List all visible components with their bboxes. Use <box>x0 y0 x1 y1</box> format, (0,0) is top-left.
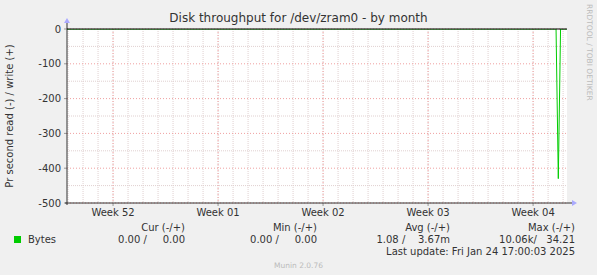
minor-grid <box>383 29 384 203</box>
minor-grid <box>67 116 567 117</box>
minor-grid <box>158 29 159 203</box>
series-line <box>67 29 567 179</box>
tick-label: Week 01 <box>196 207 239 218</box>
minor-grid <box>518 29 519 203</box>
stats-header: Min (-/+) <box>273 222 317 233</box>
minor-grid <box>173 29 174 203</box>
tick-label: Week 02 <box>301 207 344 218</box>
minor-grid <box>203 29 204 203</box>
title: Disk throughput for /dev/zram0 - by mont… <box>169 11 427 25</box>
minor-grid <box>368 29 369 203</box>
minor-grid <box>67 46 567 47</box>
grid-line <box>67 29 567 30</box>
zero-line <box>67 29 567 30</box>
tick-label: Week 04 <box>511 207 554 218</box>
tick-label: Week 03 <box>406 207 449 218</box>
minor-grid <box>428 29 429 203</box>
y-axis <box>67 21 68 205</box>
minor-grid <box>548 29 549 203</box>
watermark: RRDTOOL / TOBI OETIKER <box>585 4 594 101</box>
minor-grid <box>143 29 144 203</box>
stats-value: 0.00 / 0.00 <box>118 234 185 245</box>
minor-grid <box>218 29 219 203</box>
minor-grid <box>98 29 99 203</box>
grid-line <box>67 98 567 99</box>
grid-line <box>67 133 567 134</box>
tick-label: -400 <box>38 163 61 174</box>
minor-grid <box>293 29 294 203</box>
minor-grid <box>323 29 324 203</box>
plot-area <box>67 29 567 203</box>
minor-grid <box>533 29 534 203</box>
minor-grid <box>458 29 459 203</box>
minor-grid <box>413 29 414 203</box>
stats-header: Avg (-/+) <box>405 222 450 233</box>
minor-grid <box>67 150 567 151</box>
minor-grid <box>308 29 309 203</box>
y-label: Pr second read (-) / write (+) <box>4 44 15 187</box>
tick-label: -300 <box>38 128 61 139</box>
grid-line <box>533 29 534 203</box>
minor-grid <box>353 29 354 203</box>
minor-grid <box>188 29 189 203</box>
axis-arrow <box>64 18 70 23</box>
chart: 0 -100 -200 -300 -400 -500 Week 52 Week 01 Week … <box>0 0 597 275</box>
minor-grid <box>67 81 567 82</box>
stats-header: Cur (-/+) <box>141 222 185 233</box>
background <box>0 0 597 275</box>
data-group <box>67 29 567 179</box>
minor-grid <box>248 29 249 203</box>
stats-header: Max (-/+) <box>528 222 575 233</box>
stats-value: 1.08 / 3.67m <box>376 234 450 245</box>
legend-swatch <box>14 236 21 243</box>
footer: Last update: Fri Jan 24 17:00:03 2025 <box>386 246 575 257</box>
grid-line <box>113 29 114 203</box>
minor-grid <box>503 29 504 203</box>
minor-grid <box>398 29 399 203</box>
minor-grid <box>563 29 564 203</box>
minor-grid <box>338 29 339 203</box>
stats-value: 0.00 / 0.00 <box>250 234 317 245</box>
minor-grid <box>473 29 474 203</box>
minor-grid <box>263 29 264 203</box>
minor-grid <box>68 29 69 203</box>
credit: Munin 2.0.76 <box>274 261 323 270</box>
grid-line <box>428 29 429 203</box>
minor-grid <box>83 29 84 203</box>
tick-label: -500 <box>38 198 61 209</box>
minor-grid <box>488 29 489 203</box>
minor-grid <box>278 29 279 203</box>
minor-grid <box>233 29 234 203</box>
legend-label: Bytes <box>28 234 56 245</box>
minor-grid <box>113 29 114 203</box>
stats-value: 10.06k/ 34.21 <box>499 234 575 245</box>
grid-line <box>323 29 324 203</box>
minor-grid <box>67 185 567 186</box>
minor-grid <box>128 29 129 203</box>
x-axis <box>65 203 573 204</box>
grid-line <box>67 168 567 169</box>
axis-arrow <box>572 200 577 206</box>
tick-label: Week 52 <box>91 207 134 218</box>
tick-label: 0 <box>55 24 61 35</box>
tick-label: -200 <box>38 93 61 104</box>
grid-line <box>218 29 219 203</box>
tick-label: -100 <box>38 58 61 69</box>
minor-grid <box>443 29 444 203</box>
grid-line <box>67 63 567 64</box>
